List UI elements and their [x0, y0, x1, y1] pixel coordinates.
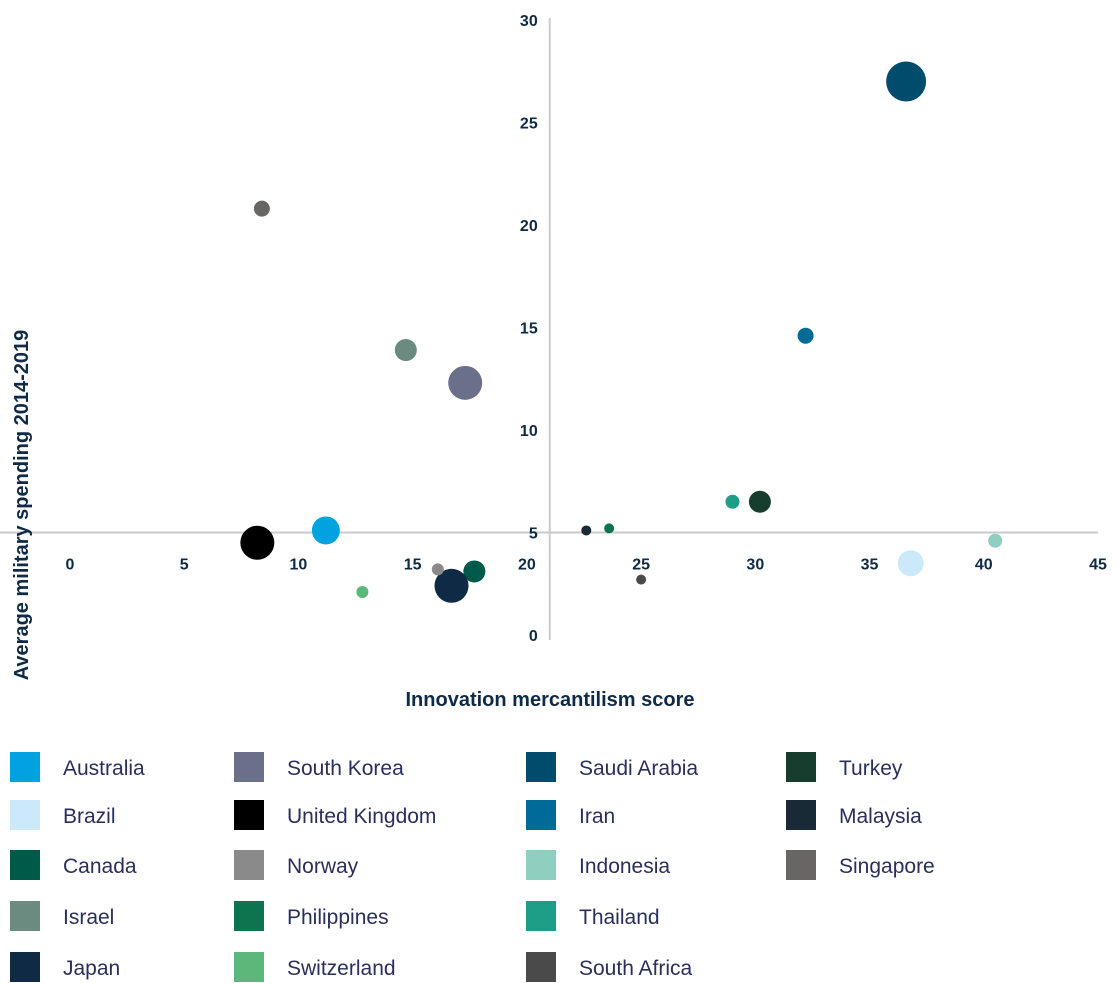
x-tick-label: 15 — [404, 557, 422, 574]
legend-swatch — [234, 952, 264, 982]
data-point — [463, 560, 486, 583]
x-axis-title: Innovation mercantilism score — [406, 689, 695, 711]
legend-swatch — [10, 850, 40, 880]
legend-swatch — [526, 800, 556, 830]
data-point — [604, 523, 615, 534]
y-axis-title: Average military spending 2014-2019 — [11, 330, 33, 681]
legend-swatch — [10, 752, 40, 782]
data-point — [988, 533, 1003, 548]
legend-swatch — [786, 850, 816, 880]
legend: Australia Brazil Canada Israel Japan South Ko… — [10, 752, 935, 982]
y-tick-label: 5 — [529, 526, 538, 543]
legend-label: Switzerland — [287, 957, 396, 980]
legend-swatch — [526, 901, 556, 931]
y-tick-label: 0 — [529, 628, 538, 645]
legend-swatch — [234, 901, 264, 931]
x-tick-labels: 0 5 10 15 20 25 30 35 40 45 — [66, 557, 1107, 574]
legend-swatch — [526, 850, 556, 880]
y-tick-labels: 0 5 10 15 20 25 30 — [520, 13, 538, 645]
data-point — [431, 563, 444, 576]
legend-swatch — [234, 850, 264, 880]
y-tick-label: 10 — [520, 423, 538, 440]
legend-label: Australia — [63, 757, 145, 780]
legend-swatch — [526, 752, 556, 782]
legend-label: Iran — [579, 805, 615, 828]
data-point — [797, 327, 814, 344]
legend-swatch — [10, 800, 40, 830]
y-tick-label: 20 — [520, 218, 538, 235]
legend-label: Israel — [63, 906, 114, 929]
legend-swatch — [786, 800, 816, 830]
legend-label: Indonesia — [579, 855, 670, 878]
x-tick-label: 5 — [180, 557, 189, 574]
legend-label: Malaysia — [839, 805, 922, 828]
legend-label: Brazil — [63, 805, 116, 828]
legend-swatch — [10, 901, 40, 931]
data-point — [394, 339, 417, 362]
data-point — [356, 585, 369, 598]
legend-swatch — [234, 752, 264, 782]
x-tick-label: 20 — [518, 557, 536, 574]
legend-swatch — [10, 952, 40, 982]
axes — [0, 18, 1098, 640]
data-point — [240, 525, 275, 560]
data-point — [886, 61, 927, 102]
data-point — [725, 494, 740, 509]
legend-label: Japan — [63, 957, 120, 980]
data-point — [748, 490, 771, 513]
y-tick-label: 30 — [520, 13, 538, 30]
x-tick-label: 30 — [746, 557, 764, 574]
x-tick-label: 0 — [66, 557, 75, 574]
data-point — [434, 568, 469, 603]
legend-label: Thailand — [579, 906, 660, 929]
legend-label: Saudi Arabia — [579, 757, 698, 780]
legend-swatch — [526, 952, 556, 982]
data-point — [448, 365, 483, 400]
x-tick-label: 10 — [290, 557, 308, 574]
legend-swatch — [786, 752, 816, 782]
data-point — [581, 525, 592, 536]
legend-label: Singapore — [839, 855, 935, 878]
legend-swatch — [234, 800, 264, 830]
x-tick-label: 45 — [1089, 557, 1107, 574]
data-point — [253, 200, 270, 217]
legend-label: South Africa — [579, 957, 693, 980]
x-tick-label: 25 — [632, 557, 650, 574]
data-point — [311, 516, 340, 545]
legend-label: South Korea — [287, 757, 404, 780]
legend-label: Philippines — [287, 906, 389, 929]
data-points — [240, 61, 1003, 603]
data-point — [636, 574, 647, 585]
x-tick-label: 40 — [975, 557, 993, 574]
y-tick-label: 25 — [520, 116, 538, 133]
legend-label: Canada — [63, 855, 137, 878]
y-tick-label: 15 — [520, 321, 538, 338]
x-tick-label: 35 — [861, 557, 879, 574]
legend-label: Turkey — [839, 757, 903, 780]
legend-label: Norway — [287, 855, 359, 878]
legend-label: United Kingdom — [287, 805, 436, 828]
data-point — [897, 550, 924, 577]
